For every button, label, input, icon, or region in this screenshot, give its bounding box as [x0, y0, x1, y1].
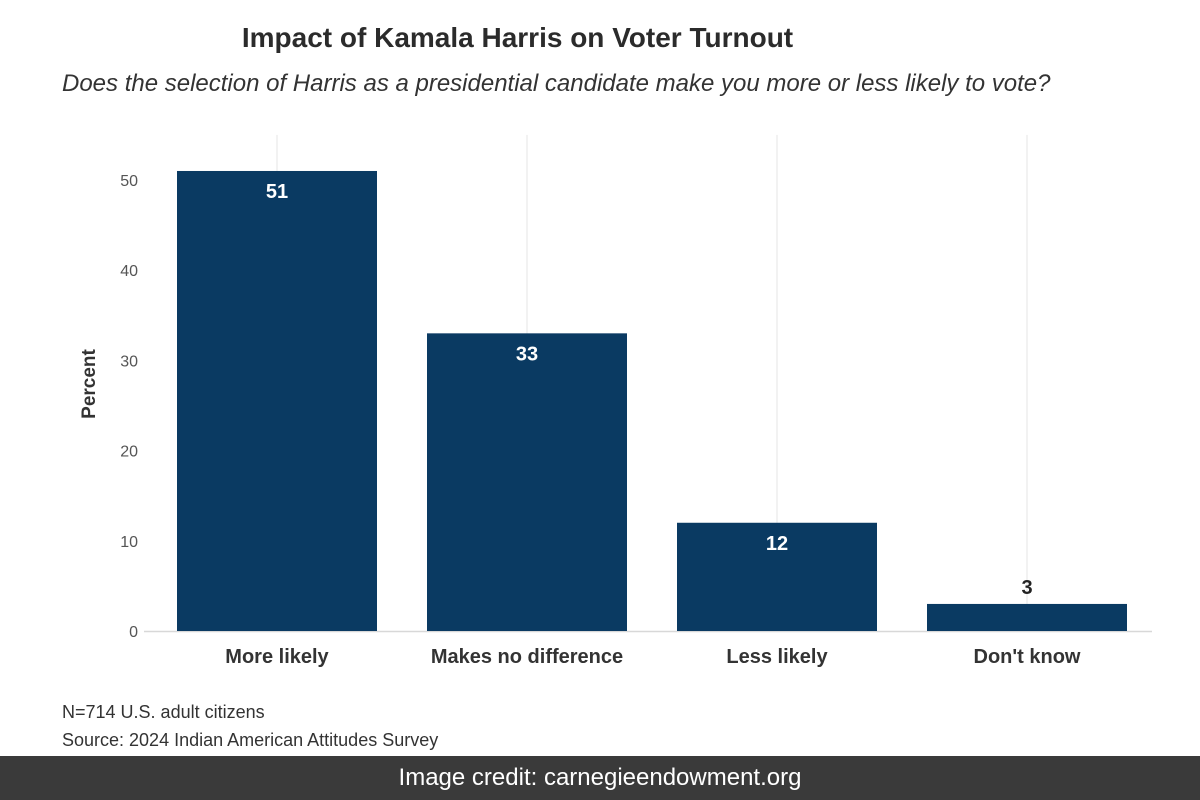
x-category-label: More likely	[225, 646, 329, 668]
bar	[927, 603, 1127, 631]
y-tick-label: 30	[120, 353, 138, 370]
chart-title: Impact of Kamala Harris on Voter Turnout	[241, 22, 794, 53]
y-tick-label: 40	[120, 263, 138, 280]
y-tick-label: 0	[129, 624, 138, 641]
bar-value-label: 12	[766, 533, 788, 555]
image-credit-bar: Image credit: carnegieendowment.org	[0, 756, 1200, 800]
bar-chart: 0 10 20 30 40 50 51 More likely 33 Makes no diffe…	[79, 134, 1152, 668]
bar	[177, 170, 377, 632]
image-credit-text: Image credit: carnegieendowment.org	[398, 764, 802, 791]
bar-value-label: 51	[266, 181, 288, 203]
x-category-label: Makes no difference	[431, 646, 623, 668]
y-tick-label: 50	[120, 173, 138, 190]
y-axis-label: Percent	[79, 348, 100, 418]
bar	[427, 333, 627, 631]
bar-value-label: 3	[1021, 577, 1032, 599]
x-category-label: Less likely	[726, 646, 828, 668]
y-tick-label: 10	[120, 534, 138, 551]
bar-value-label: 33	[516, 343, 538, 365]
chart-subtitle: Does the selection of Harris as a presid…	[62, 70, 1051, 97]
x-category-label: Don't know	[974, 646, 1081, 668]
bar	[677, 522, 877, 631]
sample-note: N=714 U.S. adult citizens	[62, 702, 265, 722]
source-note: Source: 2024 Indian American Attitudes S…	[62, 730, 439, 750]
y-tick-label: 20	[120, 444, 138, 461]
